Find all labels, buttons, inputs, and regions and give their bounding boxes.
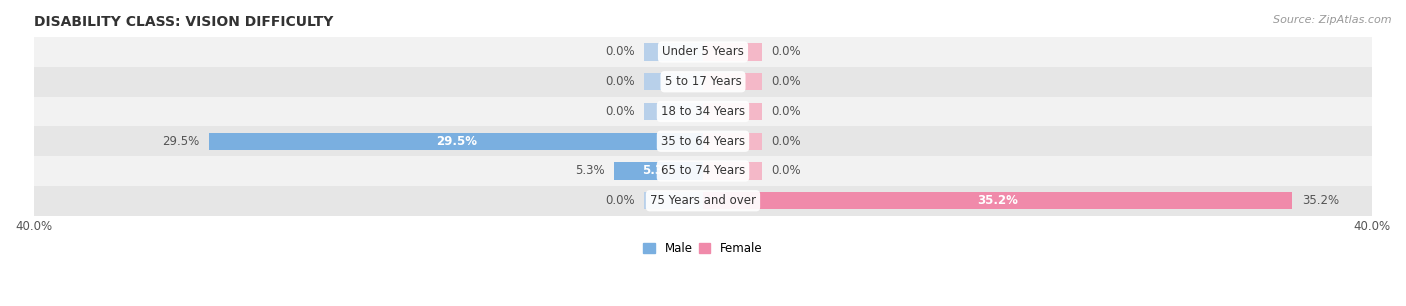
Legend: Male, Female: Male, Female: [638, 237, 768, 260]
Text: 0.0%: 0.0%: [772, 46, 801, 58]
Bar: [614, 162, 703, 180]
Text: 5 to 17 Years: 5 to 17 Years: [665, 75, 741, 88]
Bar: [703, 103, 762, 120]
Text: 75 Years and over: 75 Years and over: [650, 194, 756, 207]
Bar: [644, 192, 703, 209]
Bar: [34, 186, 1372, 216]
Bar: [34, 156, 1372, 186]
Text: 29.5%: 29.5%: [162, 135, 200, 148]
Bar: [644, 103, 703, 120]
Text: 0.0%: 0.0%: [605, 194, 634, 207]
Bar: [34, 67, 1372, 97]
Bar: [703, 192, 1292, 209]
Bar: [703, 73, 762, 90]
Text: DISABILITY CLASS: VISION DIFFICULTY: DISABILITY CLASS: VISION DIFFICULTY: [34, 15, 333, 29]
Bar: [703, 132, 762, 150]
Bar: [209, 132, 703, 150]
Text: Source: ZipAtlas.com: Source: ZipAtlas.com: [1274, 15, 1392, 25]
Bar: [703, 162, 762, 180]
Text: 0.0%: 0.0%: [605, 46, 634, 58]
Bar: [34, 37, 1372, 67]
Text: 0.0%: 0.0%: [772, 135, 801, 148]
Text: 29.5%: 29.5%: [436, 135, 477, 148]
Text: Under 5 Years: Under 5 Years: [662, 46, 744, 58]
Bar: [644, 43, 703, 61]
Text: 0.0%: 0.0%: [772, 75, 801, 88]
Bar: [644, 73, 703, 90]
Text: 0.0%: 0.0%: [605, 105, 634, 118]
Text: 0.0%: 0.0%: [605, 75, 634, 88]
Text: 35.2%: 35.2%: [977, 194, 1018, 207]
Text: 18 to 34 Years: 18 to 34 Years: [661, 105, 745, 118]
Text: 0.0%: 0.0%: [772, 165, 801, 177]
Bar: [34, 126, 1372, 156]
Text: 65 to 74 Years: 65 to 74 Years: [661, 165, 745, 177]
Bar: [703, 43, 762, 61]
Bar: [34, 97, 1372, 126]
Text: 35.2%: 35.2%: [1302, 194, 1340, 207]
Text: 35 to 64 Years: 35 to 64 Years: [661, 135, 745, 148]
Text: 5.3%: 5.3%: [643, 165, 675, 177]
Text: 0.0%: 0.0%: [772, 105, 801, 118]
Text: 5.3%: 5.3%: [575, 165, 605, 177]
